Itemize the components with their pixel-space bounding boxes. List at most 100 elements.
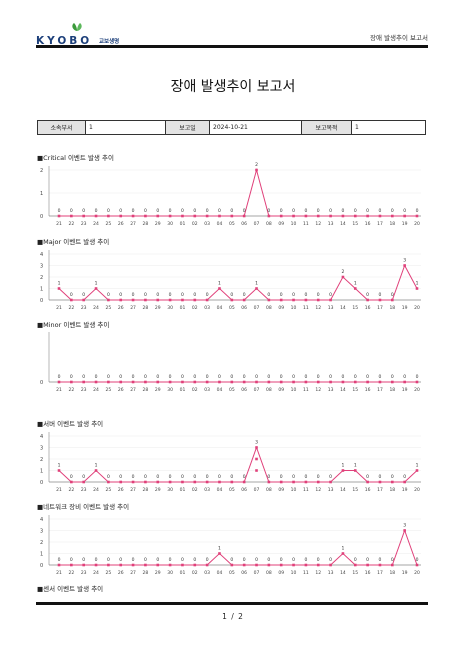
data-label: 0: [70, 474, 73, 480]
x-tick-label: 16: [365, 570, 371, 576]
data-label: 0: [354, 208, 357, 214]
data-point: [403, 480, 406, 484]
data-label: 0: [243, 208, 246, 214]
x-tick-label: 16: [365, 387, 371, 393]
x-tick-label: 01: [180, 305, 186, 311]
x-tick-label: 25: [106, 221, 112, 227]
data-point: [144, 214, 147, 218]
data-label: 0: [267, 292, 270, 298]
data-point: [181, 380, 184, 384]
data-point: [242, 480, 246, 484]
data-point: [144, 298, 147, 302]
data-point: [193, 214, 197, 218]
data-point: [156, 480, 160, 484]
data-label: 0: [193, 208, 196, 214]
data-point: [403, 264, 406, 267]
data-label: 0: [354, 557, 357, 563]
data-label: 0: [379, 474, 382, 480]
data-label: 0: [218, 374, 221, 380]
header-report-title: 장애 발생추이 보고서: [370, 34, 428, 42]
data-point: [304, 480, 308, 484]
data-point: [218, 480, 221, 484]
data-label: 0: [317, 208, 320, 214]
y-tick-label: 3: [40, 446, 43, 452]
date-value: 2024-10-21: [209, 120, 302, 135]
x-tick-label: 11: [303, 221, 309, 227]
data-label: 0: [206, 374, 209, 380]
x-tick-label: 13: [328, 305, 334, 311]
data-point: [144, 380, 147, 384]
data-label: 0: [230, 374, 233, 380]
x-tick-label: 10: [291, 487, 297, 493]
y-tick-label: 1: [40, 287, 43, 293]
data-label: 0: [82, 557, 85, 563]
data-label: 1: [218, 281, 221, 287]
data-point: [156, 380, 160, 384]
data-label: 1: [58, 463, 61, 469]
data-point: [119, 380, 123, 384]
data-label: 0: [366, 557, 369, 563]
x-tick-label: 04: [217, 221, 223, 227]
x-tick-label: 09: [278, 387, 284, 393]
data-point: [341, 214, 345, 218]
x-tick-label: 13: [328, 387, 334, 393]
x-tick-label: 12: [315, 305, 321, 311]
data-point: [131, 214, 135, 218]
data-label: 0: [329, 208, 332, 214]
data-label: 0: [267, 374, 270, 380]
data-label: 0: [317, 557, 320, 563]
data-label: 0: [132, 292, 135, 298]
data-label: 0: [416, 374, 419, 380]
data-point: [230, 380, 234, 384]
x-tick-label: 28: [143, 387, 149, 393]
data-point: [267, 214, 271, 218]
data-point: [353, 214, 357, 218]
data-label: 0: [181, 557, 184, 563]
x-tick-label: 07: [254, 487, 260, 493]
y-tick-label: 4: [40, 252, 43, 258]
data-label: 0: [119, 474, 122, 480]
y-tick-label: 1: [40, 552, 43, 558]
x-tick-label: 16: [365, 221, 371, 227]
data-label: 0: [403, 208, 406, 214]
data-label: 0: [304, 557, 307, 563]
data-label: 0: [379, 374, 382, 380]
x-tick-label: 14: [340, 387, 346, 393]
x-tick-label: 06: [241, 387, 247, 393]
data-point: [94, 469, 98, 472]
data-label: 0: [58, 208, 61, 214]
data-label: 0: [267, 474, 270, 480]
data-point: [205, 298, 209, 302]
data-point: [94, 214, 98, 218]
data-label: 0: [304, 474, 307, 480]
data-label: 1: [416, 281, 419, 287]
dept-label: 소속부서: [37, 120, 86, 135]
data-label: 0: [230, 208, 233, 214]
data-label: 0: [304, 292, 307, 298]
data-point: [329, 214, 332, 218]
data-label: 0: [107, 208, 110, 214]
data-point: [218, 380, 221, 384]
x-tick-label: 15: [352, 570, 358, 576]
x-tick-label: 29: [155, 487, 161, 493]
data-label: 0: [230, 557, 233, 563]
x-tick-label: 24: [93, 221, 99, 227]
data-point: [144, 563, 147, 567]
data-point: [218, 552, 221, 555]
x-tick-label: 23: [81, 387, 87, 393]
data-label: 0: [292, 557, 295, 563]
x-tick-label: 26: [118, 487, 124, 493]
x-tick-label: 22: [68, 487, 74, 493]
data-label: 0: [132, 474, 135, 480]
data-point: [316, 480, 320, 484]
x-tick-label: 10: [291, 305, 297, 311]
data-label: 0: [181, 208, 184, 214]
data-point: [119, 214, 123, 218]
x-tick-label: 15: [352, 387, 358, 393]
data-point: [144, 480, 147, 484]
data-label: 0: [132, 208, 135, 214]
x-tick-label: 03: [204, 487, 210, 493]
x-tick-label: 18: [389, 221, 395, 227]
